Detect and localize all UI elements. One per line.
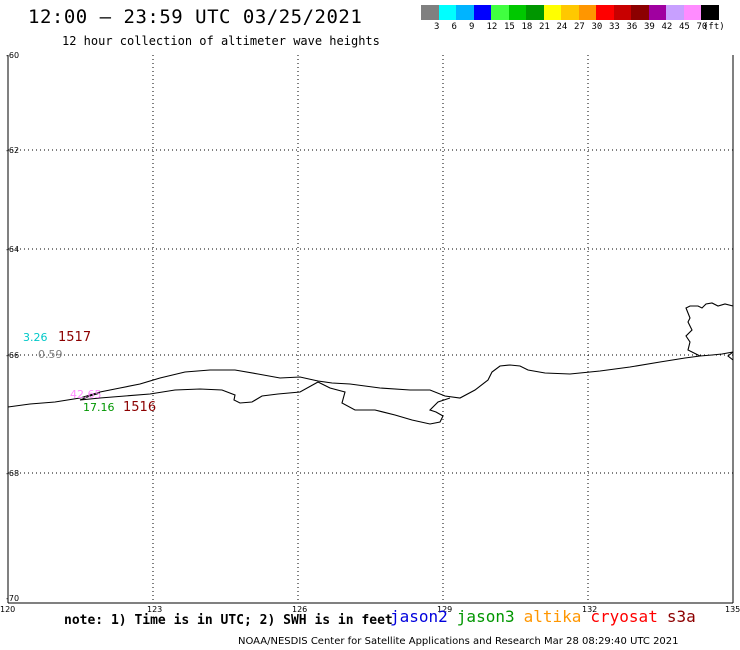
coastline — [7, 351, 734, 408]
colorbar-label: 24 — [556, 22, 568, 32]
mission-jason3: jason3 — [456, 607, 515, 626]
coastline-cape — [685, 302, 734, 357]
longitude-label: 120 — [0, 605, 15, 614]
colorbar-label: 27 — [574, 22, 585, 32]
colorbar-swatch — [456, 5, 474, 20]
colorbar-label: 33 — [609, 22, 620, 32]
colorbar-label: 21 — [539, 22, 550, 32]
latitude-label: -68 — [6, 469, 19, 478]
longitude-label: 123 — [147, 605, 162, 614]
map-title: 12:00 – 23:59 UTC 03/25/2021 — [28, 6, 363, 28]
graticule — [8, 55, 733, 603]
wave-height-colorbar — [421, 5, 719, 20]
longitude-label: 135 — [725, 605, 740, 614]
colorbar-label: 36 — [626, 22, 638, 32]
longitude-label: 132 — [582, 605, 597, 614]
colorbar-swatch — [561, 5, 579, 20]
wave-height-reading: 42.65 — [70, 388, 102, 401]
colorbar-swatch — [526, 5, 544, 20]
colorbar-label: 15 — [504, 22, 515, 32]
latitude-label: -60 — [6, 51, 19, 60]
mission-jason2: jason2 — [390, 607, 448, 626]
colorbar-label: 42 — [661, 22, 673, 32]
longitude-label: 126 — [292, 605, 307, 614]
colorbar-swatch — [596, 5, 614, 20]
coastline-inner — [79, 381, 319, 404]
colorbar-label: 6 — [451, 22, 457, 32]
colorbar-swatch — [631, 5, 649, 20]
mission-cryosat: cryosat — [590, 607, 658, 626]
wave-height-reading: 1516 — [123, 400, 156, 415]
colorbar-label: (ft) — [703, 22, 725, 32]
latitude-label: -66 — [6, 351, 19, 360]
colorbar-swatch — [648, 5, 666, 20]
colorbar-label: 18 — [521, 22, 533, 32]
mission-legend: jason2 jason3 altika cryosat s3a — [390, 607, 705, 626]
latitude-label: -70 — [6, 594, 19, 603]
colorbar-label: 3 — [434, 22, 440, 32]
wave-height-reading: 1517 — [58, 330, 91, 345]
map-subtitle: 12 hour collection of altimeter wave hei… — [62, 34, 380, 48]
latitude-label: -64 — [6, 245, 19, 254]
colorbar-swatch — [491, 5, 509, 20]
mission-altika: altika — [523, 607, 582, 626]
wave-height-reading: 17.16 — [83, 401, 115, 414]
wave-height-reading: 0.59 — [38, 348, 63, 361]
latitude-label: -62 — [6, 146, 19, 155]
colorbar-label: 9 — [469, 22, 475, 32]
colorbar-swatch — [473, 5, 491, 20]
colorbar-swatch — [421, 5, 439, 20]
colorbar-label: 30 — [591, 22, 603, 32]
colorbar-swatch — [438, 5, 456, 20]
colorbar-swatch — [701, 5, 719, 20]
colorbar-swatch — [508, 5, 526, 20]
axis-ticks: -60 -62 -64 -66 -68 -70 120 123 126 129 132 135 — [0, 51, 740, 614]
colorbar-swatch — [578, 5, 596, 20]
mission-s3a: s3a — [666, 607, 696, 626]
note-text: note: 1) Time is in UTC; 2) SWH is in fe… — [64, 613, 393, 628]
colorbar-label: 45 — [679, 22, 690, 32]
coastline-tip — [727, 351, 734, 361]
coastline-bay — [317, 381, 451, 425]
colorbar-swatch — [543, 5, 561, 20]
longitude-label: 129 — [437, 605, 452, 614]
wave-height-reading: 3.26 — [23, 331, 48, 344]
colorbar-label: 39 — [644, 22, 655, 32]
colorbar-labels: 3 6 9 12 15 18 21 24 27 30 33 36 39 42 45 70 (ft) — [421, 22, 740, 34]
credit-text: NOAA/NESDIS Center for Satellite Applica… — [238, 636, 679, 647]
colorbar-swatch — [683, 5, 701, 20]
colorbar-label: 70 — [696, 22, 708, 32]
colorbar-label: 12 — [486, 22, 498, 32]
colorbar-swatch — [613, 5, 631, 20]
colorbar-swatch — [666, 5, 684, 20]
